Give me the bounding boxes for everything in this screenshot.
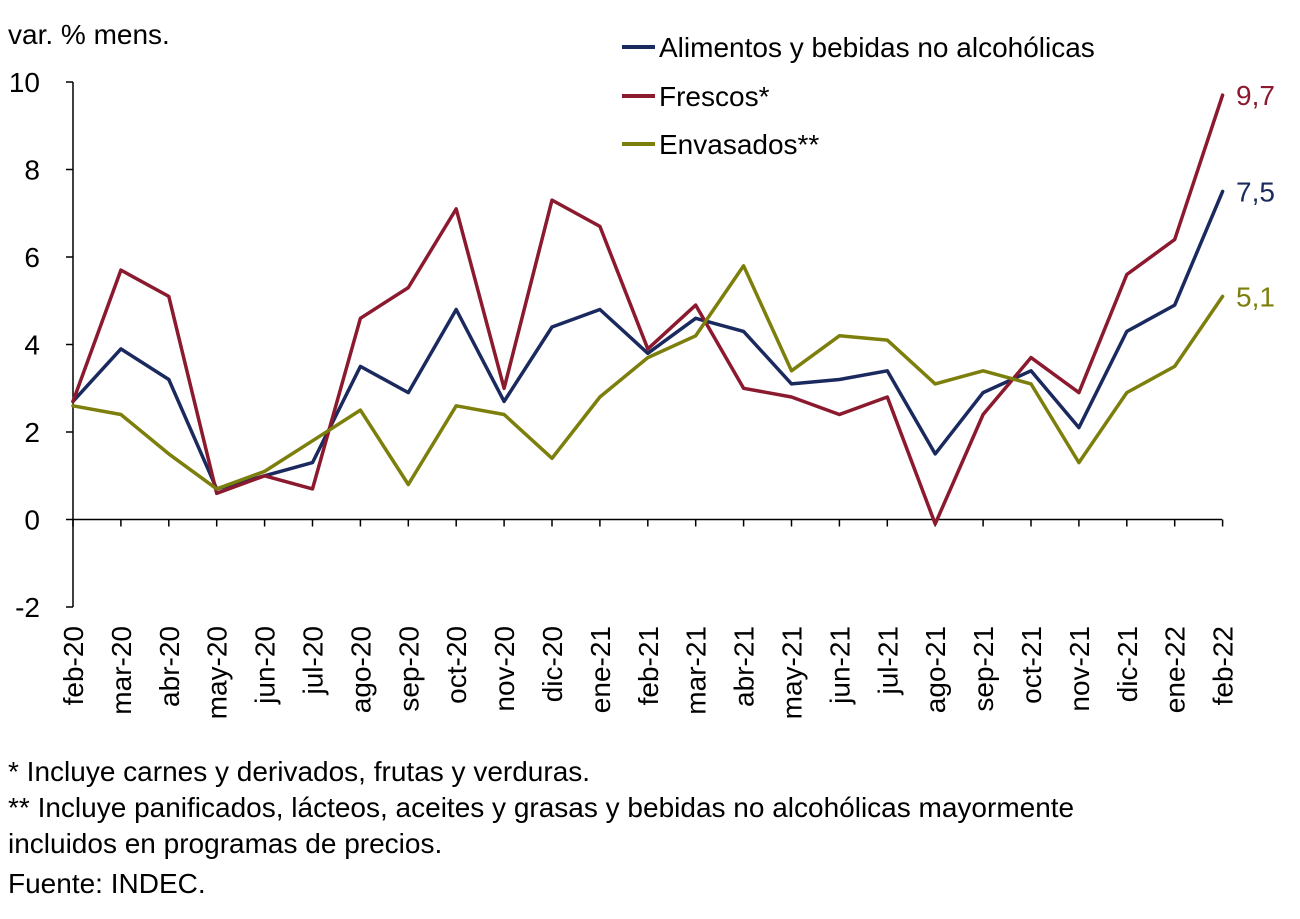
y-tick-label: 10	[9, 67, 40, 98]
end-labels: 7,5 9,7 5,1	[1236, 80, 1275, 312]
axes: -2 0 2 4 6 8 10 feb-20 mar-20 abr-20 may-20 jun-20 j…	[9, 67, 1239, 719]
y-tick-label: 4	[24, 330, 40, 361]
y-tick-label: -2	[15, 592, 40, 623]
end-label-1: 9,7	[1236, 80, 1275, 111]
x-tick-label: abr-21	[729, 626, 760, 707]
line-chart: var. % mens. -2 0 2 4 6 8 10 feb-20 mar-20 abr-20…	[8, 19, 1275, 719]
x-tick-label: mar-21	[681, 626, 712, 715]
end-label-2: 5,1	[1236, 281, 1275, 312]
x-tick-label: oct-21	[1016, 626, 1047, 704]
footnote-frescos: * Incluye carnes y derivados, frutas y v…	[8, 756, 591, 787]
end-label-0: 7,5	[1236, 176, 1275, 207]
x-tick-label: dic-21	[1112, 626, 1143, 702]
x-tick-label: feb-22	[1208, 626, 1239, 705]
x-tick-label: feb-20	[58, 626, 89, 705]
x-tick-label: ago-20	[345, 626, 376, 713]
x-tick-label: jun-21	[824, 626, 855, 705]
series-line-2	[71, 264, 1225, 491]
x-tick-label: ene-21	[585, 626, 616, 713]
x-tick-label: abr-20	[154, 626, 185, 707]
x-tick-label: feb-21	[633, 626, 664, 705]
x-tick-label: may-21	[777, 626, 808, 719]
legend-label-1: Frescos*	[659, 81, 770, 112]
y-tick-label: 0	[24, 505, 40, 536]
x-tick-label: mar-20	[106, 626, 137, 715]
footnote-envasados: ** Incluye panificados, lácteos, aceites…	[8, 792, 1075, 823]
x-tick-label: sep-20	[393, 626, 424, 712]
y-tick-label: 2	[24, 417, 40, 448]
x-tick-label: jul-21	[872, 626, 903, 695]
x-tick-label: jun-20	[250, 626, 281, 705]
y-tick-label: 8	[24, 155, 40, 186]
x-tick-label: nov-21	[1064, 626, 1095, 712]
footnote-envasados-cont: incluidos en programas de precios.	[8, 828, 443, 859]
series-line-1	[71, 93, 1225, 526]
x-tick-label: oct-20	[441, 626, 472, 704]
series-lines	[71, 93, 1225, 526]
y-axis-title: var. % mens.	[8, 19, 170, 50]
legend: Alimentos y bebidas no alcohólicas Fresco…	[622, 32, 1095, 160]
y-tick-label: 6	[24, 242, 40, 273]
x-tick-label: sep-21	[968, 626, 999, 712]
x-tick-label: ene-22	[1160, 626, 1191, 713]
legend-label-2: Envasados**	[659, 129, 819, 160]
x-tick-label: may-20	[202, 626, 233, 719]
legend-label-0: Alimentos y bebidas no alcohólicas	[659, 32, 1095, 63]
source-note: Fuente: INDEC.	[8, 868, 206, 899]
x-tick-label: dic-20	[537, 626, 568, 702]
x-tick-label: nov-20	[489, 626, 520, 712]
x-tick-label: jul-20	[298, 626, 329, 695]
series-line-0	[71, 189, 1225, 491]
x-tick-label: ago-21	[920, 626, 951, 713]
